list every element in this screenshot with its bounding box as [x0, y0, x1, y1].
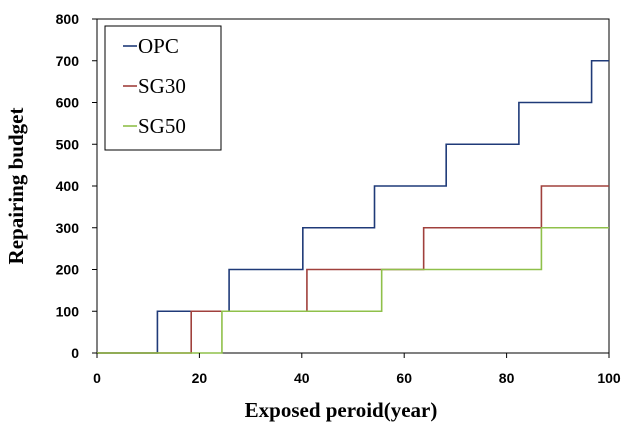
y-tick-label: 500 [56, 136, 80, 152]
series-line-sg50 [97, 226, 609, 354]
y-tick-label: 700 [56, 53, 80, 69]
series-line-sg30 [97, 185, 609, 354]
x-tick-label: 60 [396, 370, 412, 386]
y-tick-label: 800 [56, 11, 80, 27]
legend-label: OPC [138, 34, 179, 58]
x-tick-label: 80 [499, 370, 515, 386]
y-tick-label: 400 [56, 178, 80, 194]
y-tick-label: 300 [56, 220, 80, 236]
legend-box [104, 25, 222, 151]
legend-label: SG50 [138, 114, 186, 138]
y-tick-label: 200 [56, 262, 80, 278]
x-tick-label: 0 [93, 370, 101, 386]
x-tick-label: 40 [294, 370, 310, 386]
x-tick-label: 100 [597, 370, 621, 386]
y-tick-label: 100 [56, 303, 80, 319]
y-tick-label: 0 [71, 345, 79, 361]
x-axis-label: Exposed peroid(year) [245, 398, 438, 422]
legend-label: SG30 [138, 74, 186, 98]
y-tick-label: 600 [56, 95, 80, 111]
y-axis-label: Repairing budget [4, 108, 28, 265]
x-tick-label: 20 [192, 370, 208, 386]
